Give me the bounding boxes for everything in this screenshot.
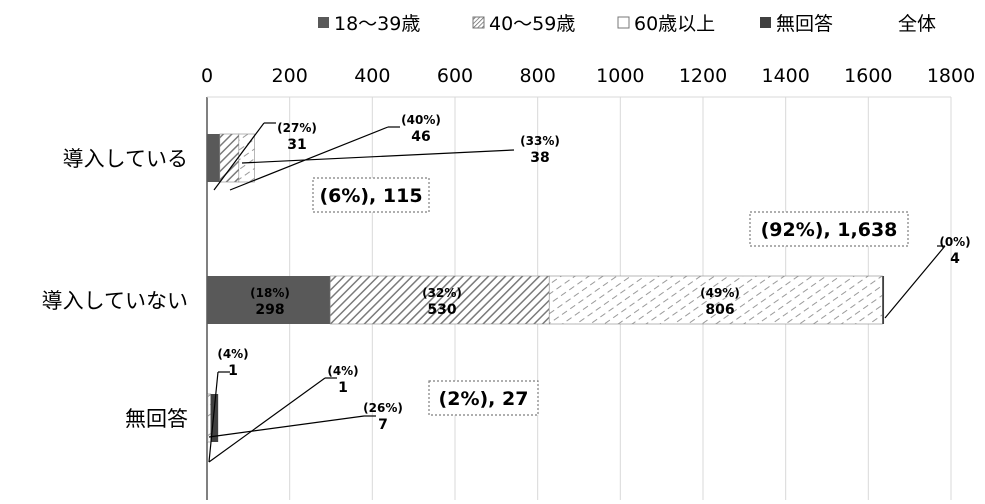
legend: 18～39歳 40～59歳 60歳以上 無回答 全体	[318, 13, 936, 35]
leader-line	[209, 378, 325, 462]
leader-line	[885, 246, 945, 318]
legend-swatch	[618, 17, 629, 28]
legend-label: 40～59歳	[489, 13, 575, 35]
x-tick-label: 1000	[596, 65, 644, 87]
bar-segment	[239, 134, 255, 182]
bar-segment	[220, 134, 239, 182]
data-labels: (27%)31 (40%)46 (33%)38 (18%)298 (32%)530 (49…	[217, 113, 970, 433]
total-label: (2%), 27	[439, 388, 529, 410]
legend-label: 無回答	[776, 13, 833, 35]
x-tick-label: 1400	[761, 65, 809, 87]
total-label: (6%), 115	[319, 185, 422, 207]
leader-line	[242, 150, 514, 163]
category-label: 導入していない	[42, 289, 188, 313]
legend-label: 全体	[898, 13, 936, 35]
leader-line	[209, 416, 364, 437]
x-tick-label: 0	[201, 65, 213, 87]
x-tick-label: 1200	[679, 65, 727, 87]
x-tick-label: 800	[520, 65, 556, 87]
legend-swatch	[318, 17, 329, 28]
data-label: (32%)530	[422, 286, 462, 318]
data-label: (0%)4	[939, 235, 970, 267]
x-tick-label: 400	[354, 65, 390, 87]
bars	[207, 134, 884, 442]
x-tick-label: 200	[272, 65, 308, 87]
legend-swatch	[473, 17, 484, 28]
legend-label: 18～39歳	[334, 13, 420, 35]
legend-label: 60歳以上	[634, 13, 715, 35]
data-label: (27%)31	[277, 121, 317, 153]
data-label: (33%)38	[520, 134, 560, 166]
x-tick-label: 1600	[844, 65, 892, 87]
legend-swatch	[760, 17, 771, 28]
data-label: (26%)7	[363, 401, 403, 433]
total-label: (92%), 1,638	[761, 219, 898, 241]
data-label: (4%)1	[217, 347, 248, 379]
bar-segment	[882, 276, 884, 324]
bar-segment	[208, 394, 211, 442]
x-tick-label: 600	[437, 65, 473, 87]
category-label: 無回答	[125, 407, 188, 431]
bar-segment	[207, 134, 220, 182]
data-label: (40%)46	[401, 113, 441, 145]
data-label: (49%)806	[700, 286, 740, 318]
x-tick-label: 1800	[927, 65, 975, 87]
data-label: (18%)298	[250, 286, 290, 318]
data-label: (4%)1	[327, 364, 358, 396]
category-label: 導入している	[63, 147, 188, 171]
x-axis: 0 200 400 600 800 1000 1200 1400 1600 1800	[201, 65, 975, 87]
